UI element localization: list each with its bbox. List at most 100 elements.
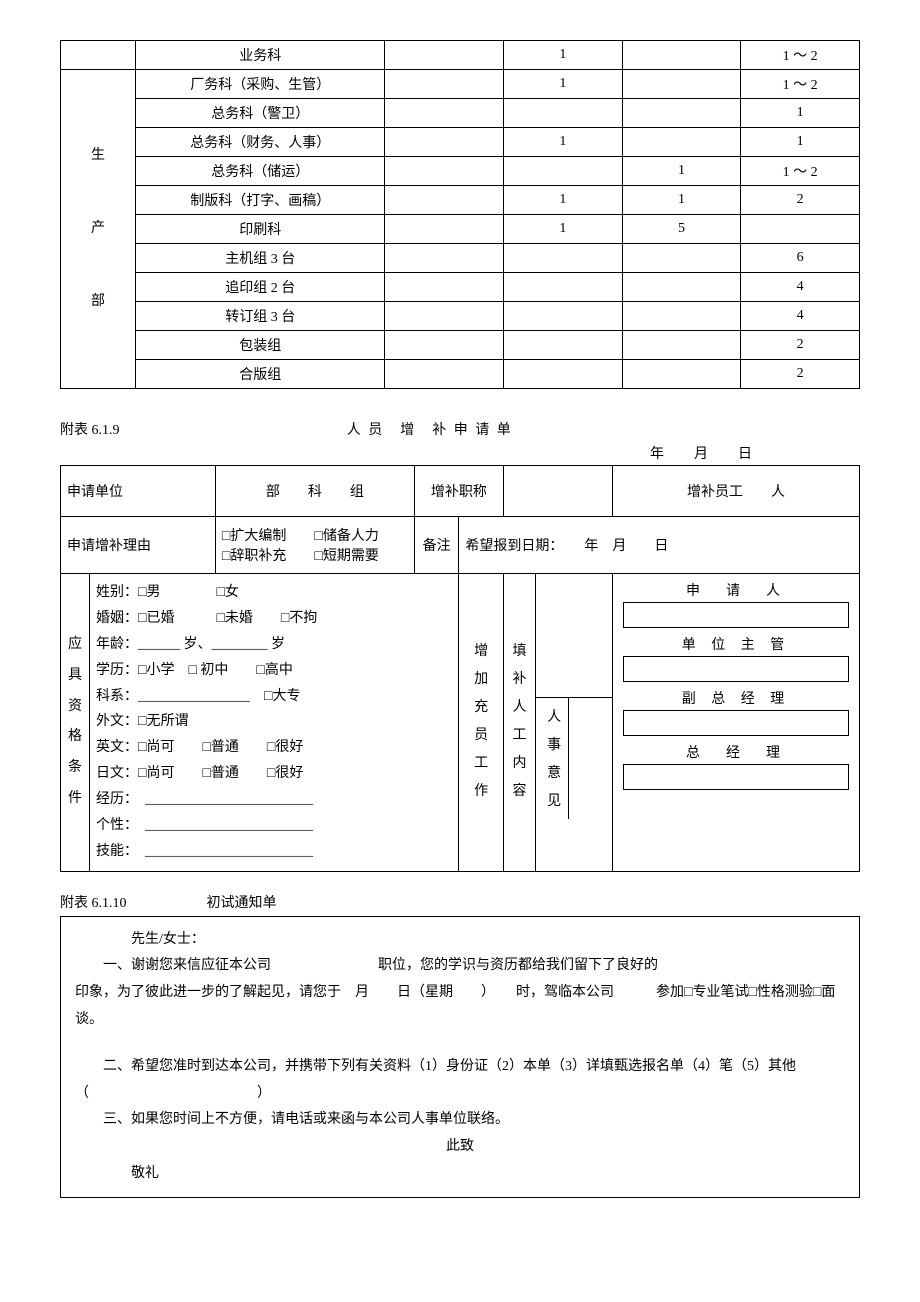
value-cell bbox=[622, 128, 741, 157]
mid-col-a: 增加充员工作 bbox=[459, 574, 504, 872]
qualification-line[interactable]: 经历： ________________________ bbox=[96, 787, 452, 813]
date-label: 年 月 日 bbox=[60, 443, 860, 463]
value-cell: 1 bbox=[741, 128, 860, 157]
group-cell-empty bbox=[61, 41, 136, 70]
signatures: 申 请 人 单 位 主 管 副 总 经 理 总 经 理 bbox=[612, 574, 859, 872]
mid-blank[interactable]: 人事意见 bbox=[536, 574, 613, 872]
value-cell bbox=[385, 244, 504, 273]
value-cell bbox=[622, 244, 741, 273]
value-cell: 1 bbox=[504, 215, 623, 244]
dept-name-cell: 包装组 bbox=[136, 331, 385, 360]
value-cell: 1 ～ 2 bbox=[741, 41, 860, 70]
value-cell: 2 bbox=[741, 360, 860, 389]
value-cell bbox=[385, 331, 504, 360]
value-cell: 1 ～ 2 bbox=[741, 70, 860, 99]
qualification-line[interactable]: 英文：□尚可 □普通 □很好 bbox=[96, 735, 452, 761]
appendix-label: 附表 6.1.9 bbox=[60, 419, 120, 439]
dept-name-cell: 转订组 3 台 bbox=[136, 302, 385, 331]
value-cell: 2 bbox=[741, 331, 860, 360]
closing-2: 敬礼 bbox=[75, 1161, 845, 1188]
value-cell bbox=[385, 70, 504, 99]
value-cell bbox=[622, 302, 741, 331]
dept-name-cell: 总务科（储运） bbox=[136, 157, 385, 186]
sig-gm-label: 总 经 理 bbox=[623, 742, 849, 762]
form-6110-header: 附表 6.1.10 初试通知单 bbox=[60, 892, 860, 912]
value-cell bbox=[622, 331, 741, 360]
qualification-line[interactable]: 学历：□小学 □ 初中 □高中 bbox=[96, 658, 452, 684]
value-cell bbox=[622, 360, 741, 389]
dept-name-cell: 总务科（警卫） bbox=[136, 99, 385, 128]
qualification-line[interactable]: 技能： ________________________ bbox=[96, 839, 452, 865]
dept-name-cell: 合版组 bbox=[136, 360, 385, 389]
qualification-line[interactable]: 日文：□尚可 □普通 □很好 bbox=[96, 761, 452, 787]
qualification-line[interactable]: 婚姻：□已婚 □未婚 □不拘 bbox=[96, 606, 452, 632]
dept-name-cell: 总务科（财务、人事） bbox=[136, 128, 385, 157]
sig-applicant-label: 申 请 人 bbox=[623, 580, 849, 600]
value-cell bbox=[504, 360, 623, 389]
para-3: 二、希望您准时到达本公司，并携带下列有关资料（1）身份证（2）本单（3）详填甄选… bbox=[75, 1054, 845, 1107]
value-cell bbox=[622, 273, 741, 302]
notice-letter: 先生/女士： 一、谢谢您来信应征本公司 职位，您的学识与资历都给我们留下了良好的… bbox=[60, 916, 860, 1198]
value-cell: 1 bbox=[504, 41, 623, 70]
value-cell: 6 bbox=[741, 244, 860, 273]
greeting: 先生/女士： bbox=[75, 927, 845, 954]
value-cell bbox=[504, 273, 623, 302]
sig-vp-box[interactable] bbox=[623, 710, 849, 736]
value-cell: 1 bbox=[622, 186, 741, 215]
value-cell bbox=[385, 99, 504, 128]
value-cell bbox=[741, 215, 860, 244]
hr-opinion-value[interactable] bbox=[569, 698, 608, 819]
dept-name-cell: 主机组 3 台 bbox=[136, 244, 385, 273]
value-cell: 4 bbox=[741, 302, 860, 331]
value-cell bbox=[504, 331, 623, 360]
value-cell: 2 bbox=[741, 186, 860, 215]
reason-label: 申请增补理由 bbox=[61, 517, 216, 574]
qualification-line[interactable]: 外文：□无所谓 bbox=[96, 709, 452, 735]
qualification-line[interactable]: 年龄：______ 岁、________ 岁 bbox=[96, 632, 452, 658]
sig-vp-label: 副 总 经 理 bbox=[623, 688, 849, 708]
para-4: 三、如果您时间上不方便，请电话或来函与本公司人事单位联络。 bbox=[75, 1107, 845, 1134]
value-cell bbox=[385, 157, 504, 186]
hr-opinion-label: 人事意见 bbox=[540, 698, 569, 819]
value-cell: 1 ～ 2 bbox=[741, 157, 860, 186]
value-cell: 4 bbox=[741, 273, 860, 302]
dept-name-cell: 业务科 bbox=[136, 41, 385, 70]
value-cell bbox=[622, 70, 741, 99]
count-label: 增补员工 人 bbox=[612, 466, 859, 517]
value-cell bbox=[504, 99, 623, 128]
value-cell bbox=[385, 186, 504, 215]
sig-supervisor-box[interactable] bbox=[623, 656, 849, 682]
value-cell: 1 bbox=[504, 186, 623, 215]
appendix-label-2: 附表 6.1.10 bbox=[60, 892, 127, 912]
dept-name-cell: 追印组 2 台 bbox=[136, 273, 385, 302]
sig-gm-box[interactable] bbox=[623, 764, 849, 790]
remark-label: 备注 bbox=[414, 517, 459, 574]
qualification-line[interactable]: 个性： ________________________ bbox=[96, 813, 452, 839]
value-cell bbox=[385, 215, 504, 244]
dept-name-cell: 印刷科 bbox=[136, 215, 385, 244]
value-cell bbox=[385, 273, 504, 302]
value-cell bbox=[385, 41, 504, 70]
value-cell: 1 bbox=[741, 99, 860, 128]
position-label: 增补职称 bbox=[414, 466, 503, 517]
qual-content[interactable]: 姓别：□男 □女婚姻：□已婚 □未婚 □不拘年龄：______ 岁、______… bbox=[90, 574, 459, 872]
value-cell bbox=[504, 157, 623, 186]
value-cell: 1 bbox=[504, 128, 623, 157]
para-1: 一、谢谢您来信应征本公司 职位，您的学识与资历都给我们留下了良好的 bbox=[75, 953, 845, 980]
value-cell bbox=[622, 99, 741, 128]
value-cell: 1 bbox=[504, 70, 623, 99]
sig-supervisor-label: 单 位 主 管 bbox=[623, 634, 849, 654]
expect-date[interactable]: 希望报到日期： 年 月 日 bbox=[459, 517, 860, 574]
dept-label: 部 科 组 bbox=[215, 466, 414, 517]
sig-applicant-box[interactable] bbox=[623, 602, 849, 628]
qualification-line[interactable]: 姓别：□男 □女 bbox=[96, 580, 452, 606]
closing-1: 此致 bbox=[75, 1134, 845, 1161]
position-value[interactable] bbox=[503, 466, 612, 517]
form-title-2: 初试通知单 bbox=[207, 892, 277, 912]
form-619-table: 申请单位 部 科 组 增补职称 增补员工 人 申请增补理由 □扩大编制 □储备人… bbox=[60, 465, 860, 872]
qualification-line[interactable]: 科系：________________ □大专 bbox=[96, 684, 452, 710]
form-title: 人 员 增 补 申 请 单 bbox=[347, 419, 513, 439]
reason-opts[interactable]: □扩大编制 □储备人力 □辞职补充 □短期需要 bbox=[215, 517, 414, 574]
mid-col-b: 填补人工内容 bbox=[503, 574, 535, 872]
value-cell bbox=[385, 302, 504, 331]
